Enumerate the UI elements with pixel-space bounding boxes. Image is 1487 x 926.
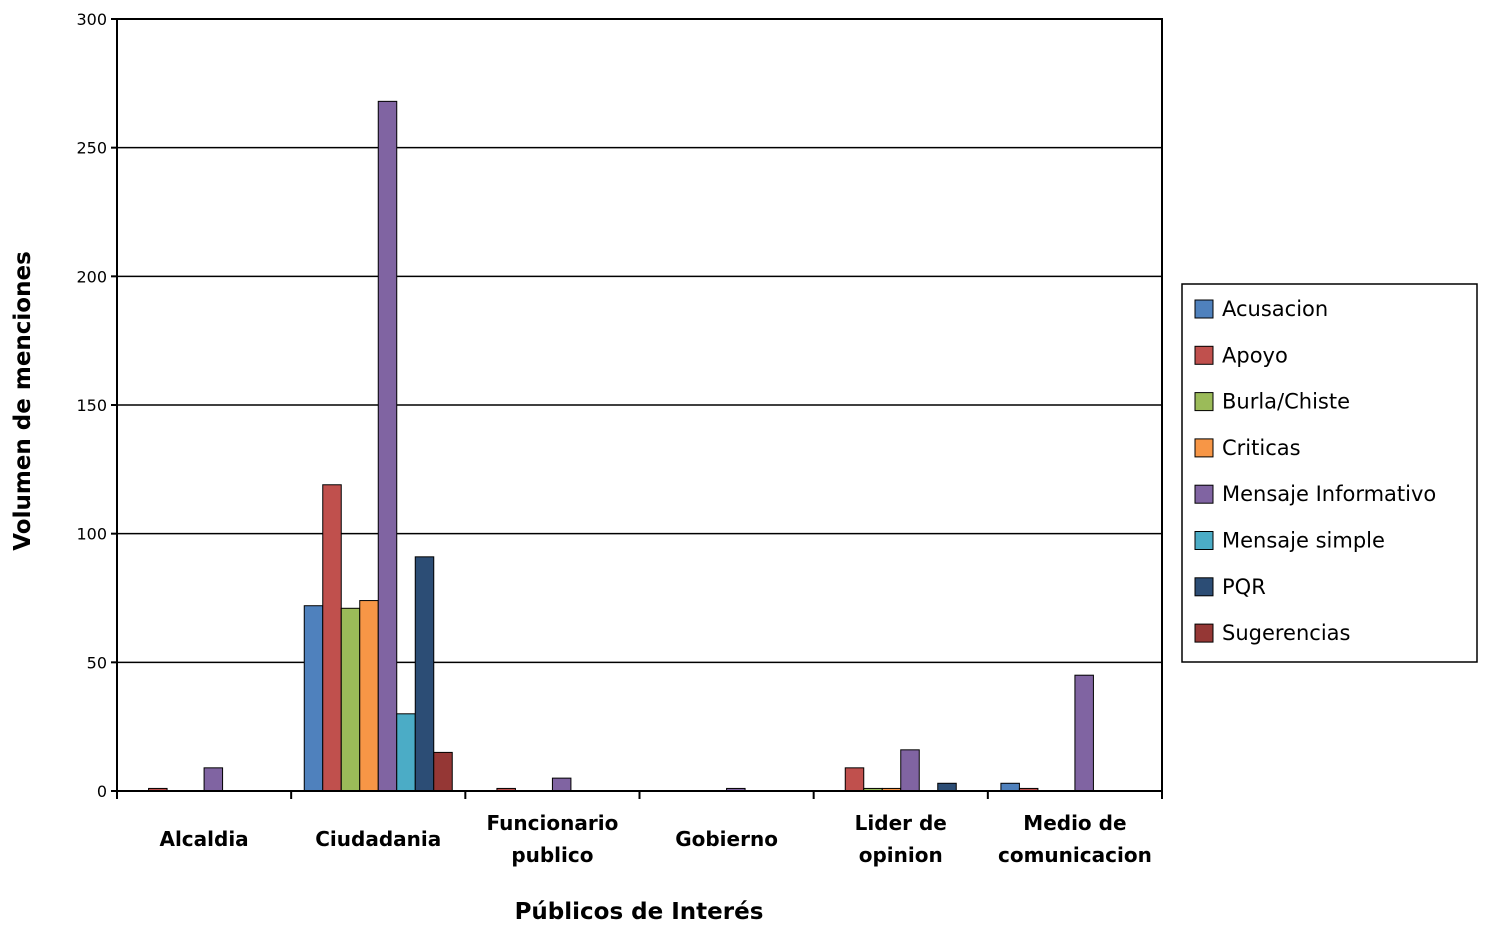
legend-label: Apoyo <box>1222 343 1288 367</box>
x-tick-label: Ciudadania <box>315 827 441 851</box>
x-axis-title: Públicos de Interés <box>515 899 764 925</box>
legend-label: Mensaje simple <box>1222 529 1385 553</box>
bar <box>1074 674 1094 792</box>
bar <box>203 767 224 792</box>
bar <box>551 777 572 792</box>
legend-label: Criticas <box>1222 436 1301 460</box>
x-tick-label: opinion <box>859 843 943 867</box>
bar <box>414 556 435 792</box>
legend-swatch <box>1194 531 1214 550</box>
x-tick-label: Funcionario <box>487 811 619 835</box>
legend-swatch <box>1194 484 1214 504</box>
y-tick-label: 250 <box>76 139 107 158</box>
bar <box>322 484 342 792</box>
legend-swatch <box>1194 392 1214 412</box>
x-axis: Alcaldia Ciudadania Funcionario publico Gobi… <box>116 791 1163 867</box>
y-tick-label: 50 <box>87 653 107 672</box>
bar <box>900 749 920 792</box>
y-tick-label: 200 <box>76 267 107 286</box>
x-tick-label: Lider de <box>855 811 947 835</box>
bar <box>340 607 361 792</box>
bar <box>396 713 416 792</box>
legend-label: Mensaje Informativo <box>1222 482 1436 506</box>
legend: Acusacion Apoyo Burla/Chiste Criticas Mensaj… <box>1181 283 1478 663</box>
bar <box>377 100 398 792</box>
legend-label: PQR <box>1222 575 1266 599</box>
y-tick-label: 0 <box>97 782 107 801</box>
legend-label: Sugerencias <box>1222 621 1350 645</box>
legend-swatch <box>1194 438 1214 458</box>
legend-swatch <box>1194 623 1214 643</box>
x-tick-label: Gobierno <box>675 827 778 851</box>
legend-label: Burla/Chiste <box>1222 390 1350 414</box>
legend-swatch <box>1194 299 1214 319</box>
y-axis-title: Volumen de menciones <box>10 251 36 551</box>
legend-label: Acusacion <box>1222 297 1328 321</box>
gridlines <box>117 18 1162 664</box>
y-axis: 0 50 100 150 200 250 300 <box>76 10 117 801</box>
bar <box>844 767 865 792</box>
legend-box <box>1181 283 1478 663</box>
y-tick-label: 300 <box>76 10 107 29</box>
y-tick-label: 100 <box>76 525 107 544</box>
x-tick-label: comunicacion <box>998 843 1152 867</box>
y-tick-label: 150 <box>76 396 107 415</box>
bar-series <box>148 100 1094 792</box>
legend-swatch <box>1194 577 1214 597</box>
legend-swatch <box>1194 345 1214 365</box>
x-tick-label: Alcaldia <box>159 827 248 851</box>
bar <box>359 600 379 792</box>
bar <box>937 782 957 792</box>
x-tick-label: Medio de <box>1023 811 1126 835</box>
x-tick-label: publico <box>511 843 593 867</box>
bar <box>303 605 324 792</box>
bar <box>1000 782 1020 792</box>
bar <box>433 751 453 792</box>
